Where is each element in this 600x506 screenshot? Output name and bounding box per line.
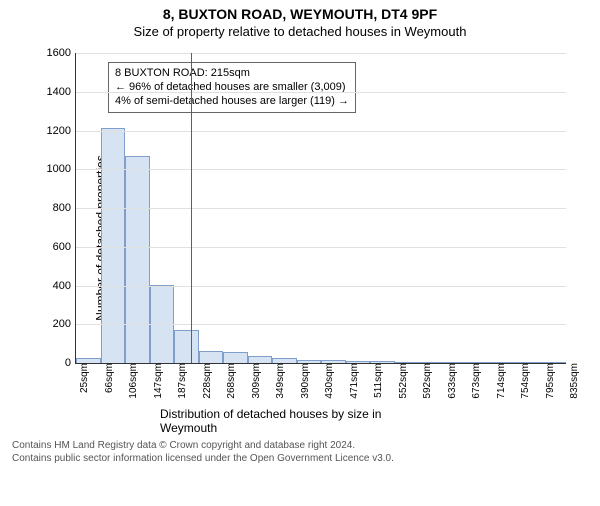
x-tick-label: 187sqm <box>177 363 188 399</box>
x-tick-label: 673sqm <box>471 363 482 399</box>
page-subtitle: Size of property relative to detached ho… <box>0 24 600 39</box>
gridline <box>76 131 566 132</box>
x-tick-label: 754sqm <box>520 363 531 399</box>
footer: Contains HM Land Registry data © Crown c… <box>12 439 588 465</box>
y-tick-label: 1400 <box>47 86 76 98</box>
plot-area: 8 BUXTON ROAD: 215sqm ← 96% of detached … <box>75 53 566 364</box>
x-tick-label: 390sqm <box>300 363 311 399</box>
marker-line <box>191 53 192 363</box>
x-tick-label: 835sqm <box>569 363 580 399</box>
y-tick-label: 0 <box>65 357 76 369</box>
x-tick-label: 106sqm <box>128 363 139 399</box>
x-tick-label: 430sqm <box>324 363 335 399</box>
x-tick-label: 309sqm <box>251 363 262 399</box>
x-tick-label: 592sqm <box>422 363 433 399</box>
info-line-3: 4% of semi-detached houses are larger (1… <box>115 95 349 109</box>
x-tick-label: 268sqm <box>226 363 237 399</box>
y-tick-label: 1000 <box>47 163 76 175</box>
footer-line-2: Contains public sector information licen… <box>12 452 588 465</box>
x-tick-label: 228sqm <box>202 363 213 399</box>
histogram-bar <box>174 330 199 363</box>
gridline <box>76 286 566 287</box>
histogram-bar <box>199 351 224 363</box>
y-tick-label: 400 <box>53 280 76 292</box>
x-tick-label: 471sqm <box>349 363 360 399</box>
histogram-bar <box>125 156 150 363</box>
info-line-1: 8 BUXTON ROAD: 215sqm <box>115 67 349 81</box>
chart-container: Number of detached properties 8 BUXTON R… <box>20 43 580 433</box>
histogram-bar <box>223 352 248 363</box>
x-axis-label: Distribution of detached houses by size … <box>160 407 440 435</box>
gridline <box>76 53 566 54</box>
y-tick-label: 600 <box>53 241 76 253</box>
x-tick-label: 552sqm <box>398 363 409 399</box>
gridline <box>76 169 566 170</box>
histogram-bar <box>248 356 273 363</box>
histogram-bar <box>101 128 126 363</box>
footer-line-1: Contains HM Land Registry data © Crown c… <box>12 439 588 452</box>
x-tick-label: 795sqm <box>545 363 556 399</box>
x-tick-label: 511sqm <box>373 363 384 398</box>
y-tick-label: 1600 <box>47 47 76 59</box>
x-tick-label: 633sqm <box>447 363 458 399</box>
gridline <box>76 208 566 209</box>
x-tick-label: 25sqm <box>79 363 90 393</box>
page-title: 8, BUXTON ROAD, WEYMOUTH, DT4 9PF <box>0 6 600 22</box>
gridline <box>76 247 566 248</box>
x-tick-label: 349sqm <box>275 363 286 399</box>
gridline <box>76 92 566 93</box>
x-tick-label: 147sqm <box>153 363 164 399</box>
y-tick-label: 200 <box>53 318 76 330</box>
y-tick-label: 1200 <box>47 125 76 137</box>
gridline <box>76 324 566 325</box>
y-tick-label: 800 <box>53 202 76 214</box>
marker-info-box: 8 BUXTON ROAD: 215sqm ← 96% of detached … <box>108 62 356 113</box>
x-tick-label: 714sqm <box>496 363 507 399</box>
x-tick-label: 66sqm <box>104 363 115 393</box>
